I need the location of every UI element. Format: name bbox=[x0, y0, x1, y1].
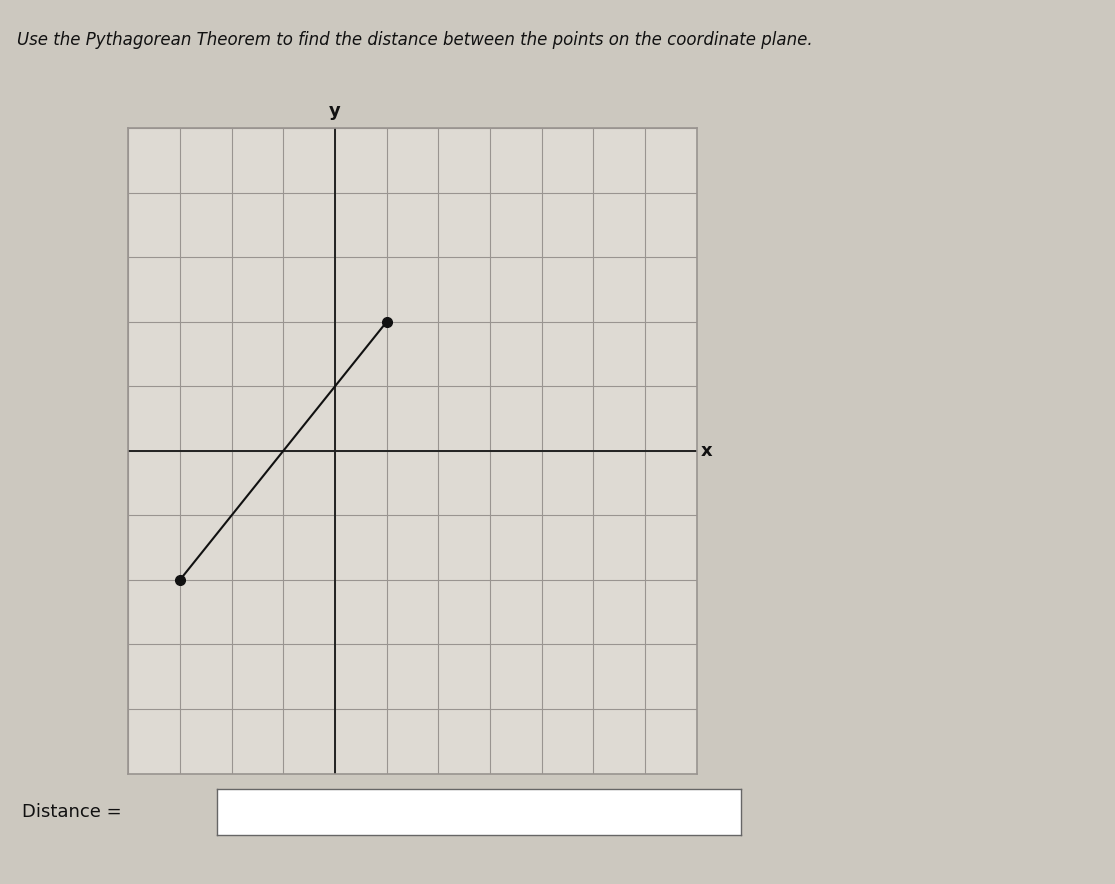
Text: Use the Pythagorean Theorem to find the distance between the points on the coord: Use the Pythagorean Theorem to find the … bbox=[17, 31, 813, 49]
Text: y: y bbox=[329, 103, 341, 120]
Text: Distance =: Distance = bbox=[22, 803, 122, 820]
Text: x: x bbox=[701, 442, 712, 460]
